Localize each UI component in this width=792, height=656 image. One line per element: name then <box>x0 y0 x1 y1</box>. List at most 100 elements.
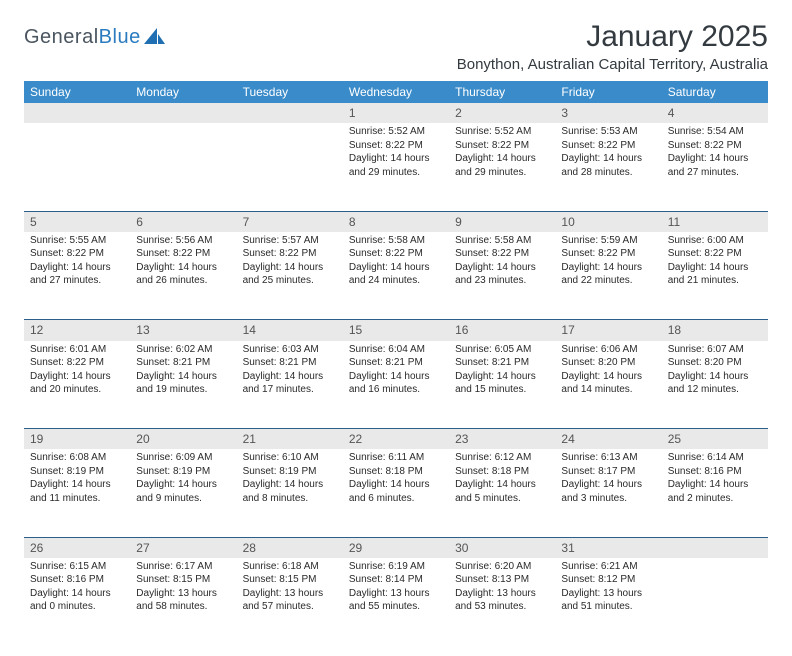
sunset-text: Sunset: 8:18 PM <box>455 465 549 479</box>
day-body-cell: Sunrise: 6:17 AMSunset: 8:15 PMDaylight:… <box>130 558 236 646</box>
day-details: Sunrise: 5:52 AMSunset: 8:22 PMDaylight:… <box>343 123 449 183</box>
sunrise-text: Sunrise: 5:52 AM <box>455 125 549 139</box>
day-number-cell: 15 <box>343 320 449 341</box>
daylight-text: Daylight: 14 hours <box>668 261 762 275</box>
sunrise-text: Sunrise: 6:05 AM <box>455 343 549 357</box>
day-body-cell: Sunrise: 6:03 AMSunset: 8:21 PMDaylight:… <box>237 341 343 429</box>
day-number-cell: 26 <box>24 537 130 558</box>
day-number-cell: 11 <box>662 211 768 232</box>
calendar-table: Sunday Monday Tuesday Wednesday Thursday… <box>24 81 768 646</box>
weekday-header: Monday <box>130 81 236 103</box>
day-details: Sunrise: 6:00 AMSunset: 8:22 PMDaylight:… <box>662 232 768 292</box>
brand-text: GeneralBlue <box>24 26 141 49</box>
sunset-text: Sunset: 8:15 PM <box>136 573 230 587</box>
daylight-text: and 21 minutes. <box>668 274 762 288</box>
daylight-text: and 12 minutes. <box>668 383 762 397</box>
daylight-text: Daylight: 14 hours <box>561 152 655 166</box>
day-details: Sunrise: 6:07 AMSunset: 8:20 PMDaylight:… <box>662 341 768 401</box>
sunset-text: Sunset: 8:22 PM <box>243 247 337 261</box>
day-details: Sunrise: 5:56 AMSunset: 8:22 PMDaylight:… <box>130 232 236 292</box>
sunset-text: Sunset: 8:22 PM <box>561 247 655 261</box>
day-details: Sunrise: 6:01 AMSunset: 8:22 PMDaylight:… <box>24 341 130 401</box>
sunrise-text: Sunrise: 5:52 AM <box>349 125 443 139</box>
daylight-text: Daylight: 14 hours <box>136 478 230 492</box>
day-details: Sunrise: 6:13 AMSunset: 8:17 PMDaylight:… <box>555 449 661 509</box>
daylight-text: Daylight: 14 hours <box>30 261 124 275</box>
daylight-text: Daylight: 14 hours <box>30 587 124 601</box>
day-details: Sunrise: 6:17 AMSunset: 8:15 PMDaylight:… <box>130 558 236 618</box>
sunrise-text: Sunrise: 6:15 AM <box>30 560 124 574</box>
daylight-text: Daylight: 14 hours <box>243 261 337 275</box>
day-number-cell: 20 <box>130 429 236 450</box>
sunrise-text: Sunrise: 6:13 AM <box>561 451 655 465</box>
day-number-cell: 6 <box>130 211 236 232</box>
calendar-body: 1234Sunrise: 5:52 AMSunset: 8:22 PMDayli… <box>24 103 768 646</box>
day-body-cell: Sunrise: 6:02 AMSunset: 8:21 PMDaylight:… <box>130 341 236 429</box>
daylight-text: and 16 minutes. <box>349 383 443 397</box>
day-body-cell: Sunrise: 6:19 AMSunset: 8:14 PMDaylight:… <box>343 558 449 646</box>
weekday-header: Thursday <box>449 81 555 103</box>
day-body-cell: Sunrise: 6:09 AMSunset: 8:19 PMDaylight:… <box>130 449 236 537</box>
day-body-cell <box>237 123 343 211</box>
day-details: Sunrise: 6:14 AMSunset: 8:16 PMDaylight:… <box>662 449 768 509</box>
day-details: Sunrise: 6:19 AMSunset: 8:14 PMDaylight:… <box>343 558 449 618</box>
day-number-cell: 31 <box>555 537 661 558</box>
sunrise-text: Sunrise: 5:58 AM <box>455 234 549 248</box>
daylight-text: and 9 minutes. <box>136 492 230 506</box>
day-details: Sunrise: 5:54 AMSunset: 8:22 PMDaylight:… <box>662 123 768 183</box>
day-number-cell: 13 <box>130 320 236 341</box>
day-details: Sunrise: 6:10 AMSunset: 8:19 PMDaylight:… <box>237 449 343 509</box>
day-number-cell: 18 <box>662 320 768 341</box>
sunset-text: Sunset: 8:22 PM <box>349 247 443 261</box>
day-body-cell: Sunrise: 6:14 AMSunset: 8:16 PMDaylight:… <box>662 449 768 537</box>
daylight-text: and 2 minutes. <box>668 492 762 506</box>
sunset-text: Sunset: 8:21 PM <box>455 356 549 370</box>
daylight-text: Daylight: 13 hours <box>243 587 337 601</box>
sunset-text: Sunset: 8:22 PM <box>561 139 655 153</box>
daylight-text: Daylight: 14 hours <box>561 261 655 275</box>
day-body-cell: Sunrise: 6:20 AMSunset: 8:13 PMDaylight:… <box>449 558 555 646</box>
sunrise-text: Sunrise: 6:21 AM <box>561 560 655 574</box>
day-number-cell: 14 <box>237 320 343 341</box>
day-number-cell: 22 <box>343 429 449 450</box>
brand-sail-icon <box>144 27 166 50</box>
sunset-text: Sunset: 8:21 PM <box>136 356 230 370</box>
daylight-text: Daylight: 14 hours <box>136 370 230 384</box>
sunrise-text: Sunrise: 6:06 AM <box>561 343 655 357</box>
day-details: Sunrise: 5:52 AMSunset: 8:22 PMDaylight:… <box>449 123 555 183</box>
brand-logo: GeneralBlue <box>24 20 166 49</box>
sunrise-text: Sunrise: 5:56 AM <box>136 234 230 248</box>
sunset-text: Sunset: 8:22 PM <box>668 247 762 261</box>
sunrise-text: Sunrise: 5:55 AM <box>30 234 124 248</box>
sunset-text: Sunset: 8:13 PM <box>455 573 549 587</box>
daylight-text: Daylight: 13 hours <box>349 587 443 601</box>
day-number-cell: 2 <box>449 103 555 123</box>
day-number-cell: 24 <box>555 429 661 450</box>
daylight-text: and 14 minutes. <box>561 383 655 397</box>
day-body-row: Sunrise: 6:01 AMSunset: 8:22 PMDaylight:… <box>24 341 768 429</box>
day-number-cell <box>237 103 343 123</box>
daylight-text: Daylight: 14 hours <box>30 370 124 384</box>
sunset-text: Sunset: 8:16 PM <box>668 465 762 479</box>
daylight-text: and 24 minutes. <box>349 274 443 288</box>
daylight-text: and 8 minutes. <box>243 492 337 506</box>
daylight-text: and 25 minutes. <box>243 274 337 288</box>
daylight-text: and 20 minutes. <box>30 383 124 397</box>
day-number-cell: 3 <box>555 103 661 123</box>
day-details: Sunrise: 6:21 AMSunset: 8:12 PMDaylight:… <box>555 558 661 618</box>
day-number-cell: 19 <box>24 429 130 450</box>
sunset-text: Sunset: 8:22 PM <box>349 139 443 153</box>
day-body-cell: Sunrise: 6:13 AMSunset: 8:17 PMDaylight:… <box>555 449 661 537</box>
sunset-text: Sunset: 8:14 PM <box>349 573 443 587</box>
day-details: Sunrise: 5:55 AMSunset: 8:22 PMDaylight:… <box>24 232 130 292</box>
day-number-cell: 8 <box>343 211 449 232</box>
title-block: January 2025 Bonython, Australian Capita… <box>457 20 768 73</box>
day-body-cell: Sunrise: 5:52 AMSunset: 8:22 PMDaylight:… <box>343 123 449 211</box>
day-body-row: Sunrise: 5:52 AMSunset: 8:22 PMDaylight:… <box>24 123 768 211</box>
calendar-page: GeneralBlue January 2025 Bonython, Austr… <box>0 0 792 656</box>
sunset-text: Sunset: 8:19 PM <box>30 465 124 479</box>
daylight-text: Daylight: 14 hours <box>349 478 443 492</box>
day-number-cell: 25 <box>662 429 768 450</box>
day-body-cell <box>24 123 130 211</box>
sunrise-text: Sunrise: 6:03 AM <box>243 343 337 357</box>
